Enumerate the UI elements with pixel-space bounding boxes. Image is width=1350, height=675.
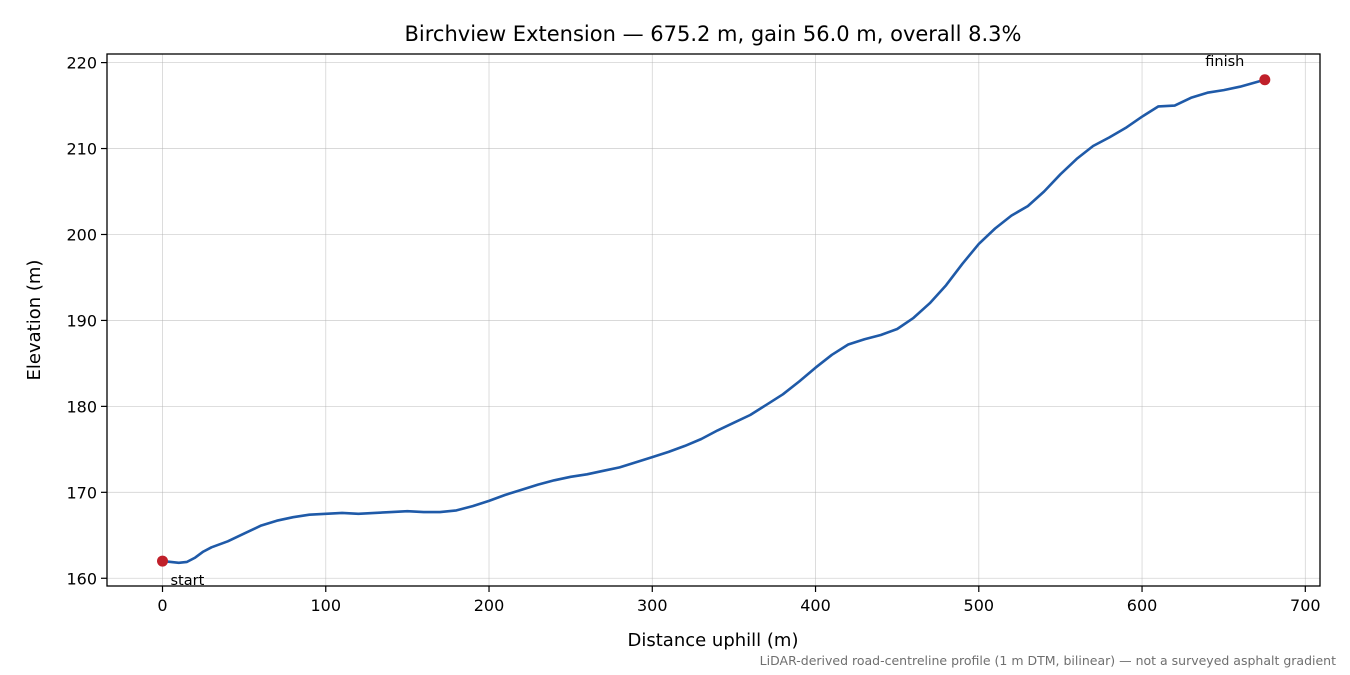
plot-frame — [106, 53, 1321, 587]
y-tick-label: 180 — [66, 397, 97, 416]
y-tick-label: 220 — [66, 54, 97, 73]
start-marker — [157, 555, 169, 567]
finish-annotation: finish — [1205, 54, 1244, 70]
x-tick-label: 400 — [800, 596, 831, 615]
chart-title: Birchview Extension — 675.2 m, gain 56.0… — [405, 22, 1022, 46]
y-tick-label: 210 — [66, 140, 97, 159]
ticks: 0 100 200 300 400 500 600 700 160 170 180 190 200 210… — [66, 54, 1320, 615]
x-tick-label: 300 — [637, 596, 668, 615]
x-tick-label: 200 — [474, 596, 505, 615]
x-tick-label: 100 — [310, 596, 341, 615]
grid — [107, 54, 1320, 586]
elevation-line — [161, 78, 1267, 565]
y-tick-label: 190 — [66, 311, 97, 330]
y-tick-label: 160 — [66, 569, 97, 588]
y-tick-label: 170 — [66, 483, 97, 502]
series-layer — [157, 74, 1271, 567]
finish-marker — [1259, 74, 1271, 86]
x-tick-label: 700 — [1290, 596, 1321, 615]
start-annotation: start — [171, 573, 205, 589]
x-axis-label: Distance uphill (m) — [628, 630, 799, 651]
x-tick-label: 500 — [964, 596, 995, 615]
y-tick-label: 200 — [66, 225, 97, 244]
footnote: LiDAR-derived road-centreline profile (1… — [760, 653, 1336, 668]
y-axis-label: Elevation (m) — [24, 260, 45, 381]
x-tick-label: 600 — [1127, 596, 1158, 615]
x-tick-label: 0 — [157, 596, 167, 615]
